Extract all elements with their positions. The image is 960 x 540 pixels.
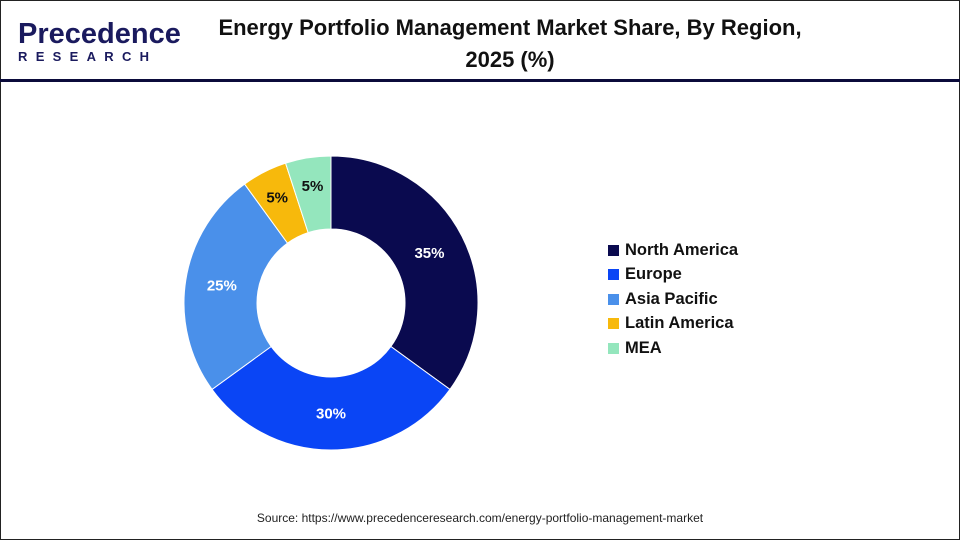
- logo: Precedence RESEARCH: [18, 18, 181, 65]
- slice-asia-pacific: [183, 183, 289, 391]
- source-note: Source: https://www.precedenceresearch.c…: [256, 511, 704, 525]
- logo-line1: Precedence: [18, 18, 181, 50]
- data-label: 5%: [266, 189, 288, 206]
- chart-title: Energy Portfolio Management Market Share…: [218, 15, 802, 72]
- legend-item: Latin America: [608, 312, 738, 337]
- legend-label: Latin America: [625, 314, 734, 333]
- legend-item: MEA: [608, 336, 738, 361]
- data-label: 5%: [302, 178, 324, 195]
- legend-label: Europe: [625, 265, 682, 284]
- legend: North America Europe Asia Pacific Latin Ame…: [608, 238, 738, 361]
- slice-mea: [284, 155, 332, 234]
- legend-swatch: [608, 318, 619, 330]
- legend-label: Asia Pacific: [625, 289, 718, 308]
- logo-line2: RESEARCH: [18, 49, 158, 64]
- legend-label: North America: [625, 240, 739, 259]
- legend-swatch: [608, 269, 619, 281]
- legend-item: Asia Pacific: [608, 287, 738, 312]
- data-label: 30%: [316, 406, 346, 423]
- legend-label: MEA: [625, 338, 662, 357]
- legend-swatch: [608, 342, 619, 354]
- slice-europe: [211, 345, 451, 451]
- legend-item: North America: [608, 238, 738, 263]
- data-label: 35%: [414, 245, 444, 262]
- legend-swatch: [608, 293, 619, 305]
- slice-north-america: [330, 155, 479, 391]
- legend-item: Europe: [608, 263, 738, 288]
- legend-swatch: [608, 244, 619, 256]
- header-divider: [0, 79, 960, 82]
- data-label: 25%: [207, 278, 237, 295]
